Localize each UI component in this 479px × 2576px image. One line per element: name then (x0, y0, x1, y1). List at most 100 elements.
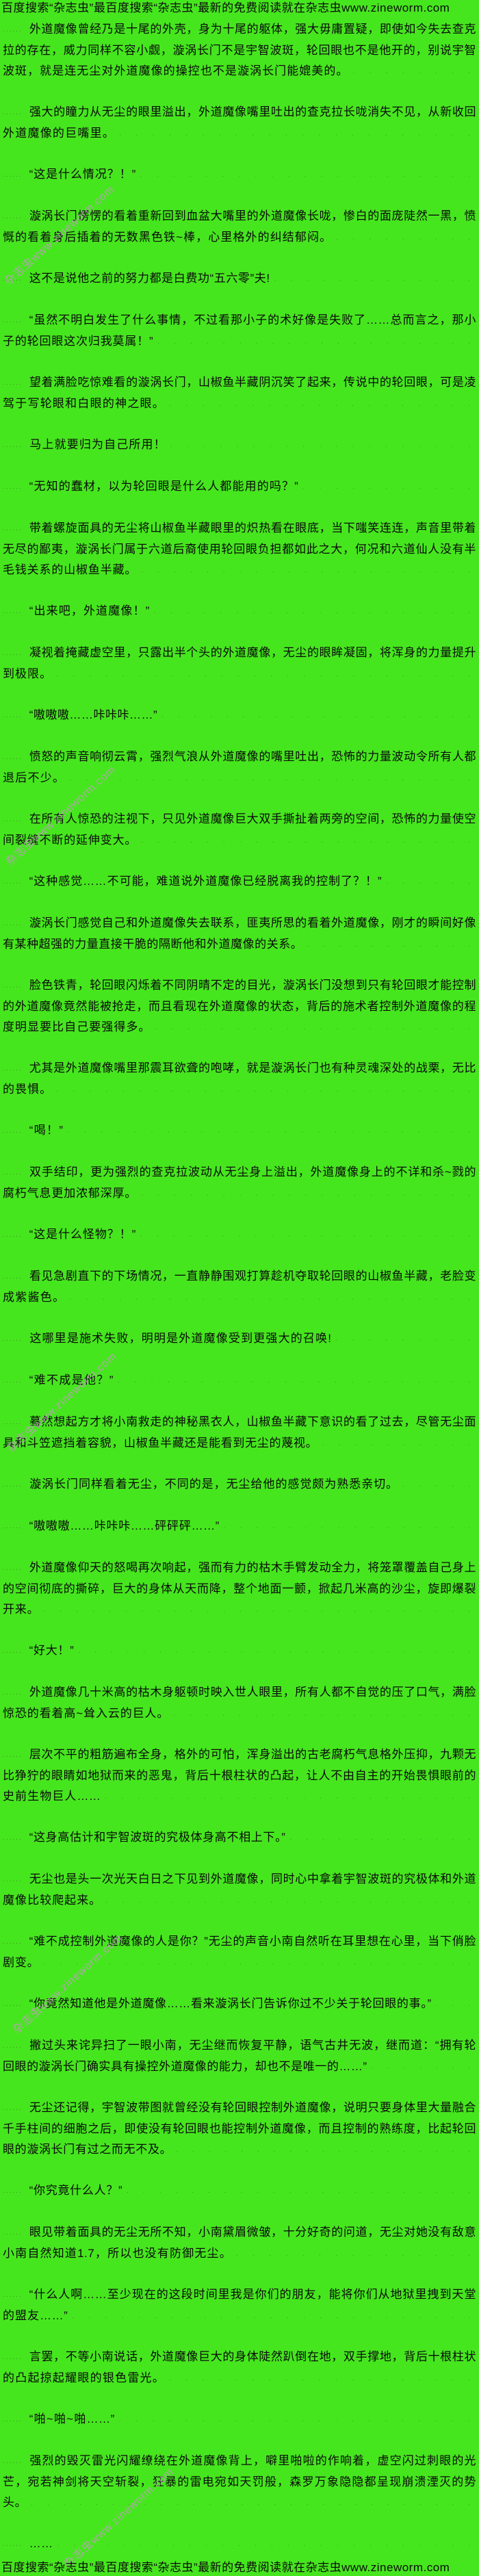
paragraph: ...... 外道魔像几十米高的枯木身躯顿时映入世人眼里，所有人都不自觉的压了口气… (3, 1682, 476, 1724)
dot-leader-decoration: . . . . . . . . . . . . . . . . . . . . … (157, 338, 476, 346)
dot-leader-decoration: . . . . . . . . . . . . . . . . . . . . … (274, 275, 476, 283)
paragraph-text: 撇过头来诧异扫了一眼小南，无尘继而恢复平静，语气古井无波，继而道：“拥有轮回眼的… (3, 2039, 476, 2073)
dot-leader-decoration: . . . . . . . . . . . . . . . . . . . . … (56, 1086, 476, 1094)
dot-leader-decoration: . . . . . . . . . . . . . . . . . . . . … (105, 1897, 476, 1905)
dot-leader-decoration: . . . . . . . . . . . . . . . . . . . . … (161, 712, 476, 719)
paragraph: ...... “虽然不明白发生了什么事情，不过看那小子的术好像是失败了……总而言之… (3, 310, 476, 352)
dot-leader-decoration: . . . . . . . . . . . . . . . . . . . . … (43, 1606, 476, 1614)
pre-dots-decoration: ...... (3, 1523, 23, 1530)
paragraph-text: 强烈的毁灭雷光闪耀缭绕在外道魔像背上，噼里啪啦的作响着，虚空闪过刺眼的光芒，宛若… (3, 2454, 476, 2509)
dot-leader-decoration: . . . . . . . . . . . . . . . . . . . . … (118, 2416, 476, 2423)
paragraph: ...... 尤其是外道魔像嘴里那震耳欲聋的咆哮，就是漩涡长门也有种灵魂深处的战栗… (3, 1058, 476, 1100)
paragraph: ...... 凝视着掩藏虚空里，只露出半个头的外道魔像，无尘的眼眸凝固，将浑身的力… (3, 643, 476, 684)
dot-leader-decoration: . . . . . . . . . . . . . . . . . . . . … (140, 1231, 476, 1239)
dot-leader-decoration: . . . . . . . . . . . . . . . . . . . . … (141, 567, 476, 574)
paragraph-text: …… (29, 2537, 53, 2550)
dot-leader-decoration: . . . . . . . . . . . . . . . . . . . . … (435, 2000, 476, 2008)
footer-promo-text: 百度搜索“杂志虫”最百度搜索“杂志虫”最新的免费阅读就在杂志虫www.zinew… (1, 2561, 450, 2574)
paragraph: ...... “这身高估计和宇智波斑的究极体身高不相上下。”. . . . . .… (3, 1827, 476, 1849)
dot-leader-decoration: . . . . . . . . . . . . . . . . . . . . … (302, 483, 476, 491)
paragraph: ...... 漩涡长门感觉自己和外道魔像失去联系，匪夷所思的看着外道魔像，刚才的瞬… (3, 913, 476, 955)
paragraph-text: “嗷嗷嗷……咔咔咔……砰砰砰……” (29, 1519, 220, 1532)
pre-dots-decoration: ...... (3, 171, 23, 179)
paragraph-text: 这哪里是施术失败，明明是外道魔像受到更强大的召唤! (29, 1332, 332, 1345)
paragraph: ...... 愤怒的声音响彻云霄，强烈气浪从外道魔像的嘴里吐出，恐怖的力量波动令所… (3, 747, 476, 788)
pre-dots-decoration: ...... (3, 26, 23, 34)
paragraph-text: 漩涡长门同样看着无尘，不同的是，无尘给他的感觉颇为熟悉亲切。 (29, 1478, 399, 1491)
pre-dots-decoration: ...... (3, 1751, 23, 1759)
paragraph-text: 外道魔像几十米高的枯木身躯顿时映入世人眼里，所有人都不自觉的压了口气，满脸惊恐的… (3, 1686, 476, 1720)
pre-dots-decoration: ...... (3, 109, 23, 116)
dot-leader-decoration: . . . . . . . . . . . . . . . . . . . . … (173, 1710, 476, 1718)
paragraph: ...... 强烈的毁灭雷光闪耀缭绕在外道魔像背上，噼里啪啦的作响着，虚空闪过刺眼… (3, 2451, 476, 2513)
paragraph-text: “这是什么情况？！” (29, 168, 136, 181)
paragraph: ...... 强大的瞳力从无尘的眼里溢出，外道魔像嘴里吐出的查克拉长咙消失不见，从… (3, 102, 476, 144)
paragraph: ...... 望着满脸吃惊难看的漩涡长门，山椒鱼半藏阴沉笑了起来，传说中的轮回眼，… (3, 372, 476, 414)
paragraph: ...... …… . . . . . . . . . . . . . . . . … (3, 2534, 476, 2555)
pre-dots-decoration: ...... (3, 213, 23, 220)
paragraph-text: “你竟然知道他是外道魔像……看来漩涡长门告诉你过不少关于轮回眼的事。” (29, 1997, 432, 2010)
dot-leader-decoration: . . . . . . . . . . . . . . . . . . . . … (31, 2499, 476, 2507)
paragraph: ...... 外道魔像仰天的怒喝再次响起，强而有力的枯木手臂发动全力，将笼罩覆盖自… (3, 1558, 476, 1620)
paragraph: ...... 外道魔像曾经乃是十尾的外壳，身为十尾的躯体，强大毋庸置疑，即使如今失… (3, 19, 476, 81)
paragraph-text: “难不成控制外道魔像的人是你？”无尘的声音小南自然听在耳里想在心里，当下俏脸剧变… (3, 1935, 476, 1969)
paragraph-text: 层次不平的粗筋遍布全身，格外的可怕，浑身溢出的古老腐朽气息格外压抑，九颗无比狰狞… (3, 1748, 476, 1803)
dot-leader-decoration: . . . . . . . . . . . . . . . . . . . . … (69, 775, 476, 782)
paragraph: ...... 漩涡长门同样看着无尘，不同的是，无尘给他的感觉颇为熟悉亲切。. . … (3, 1474, 476, 1495)
dot-leader-decoration: . . . . . . . . . . . . . . . . . . . . … (141, 1190, 476, 1198)
paragraph-text: “嗷嗷嗷……咔咔咔……” (29, 708, 158, 721)
paragraph: ...... 撇过头来诧异扫了一眼小南，无尘继而恢复平静，语气古井无波，继而道：“… (3, 2035, 476, 2077)
dot-leader-decoration: . . . . . . . . . . . . . . . . . . . . … (56, 671, 476, 678)
paragraph-text: “啪~啪~啪……” (29, 2412, 115, 2425)
paragraph: ...... “这是什么怪物？！” . . . . . . . . . . . . … (3, 1224, 476, 1246)
dot-leader-decoration: . . . . . . . . . . . . . . . . . . . . … (352, 68, 476, 75)
dot-leader-decoration: . . . . . . . . . . . . . . . . . . . . … (402, 1481, 476, 1489)
paragraph: ...... 漩涡长门愣愣的看着重新回到血盆大嘴里的外道魔像长咙，惨白的面庞陡然一… (3, 206, 476, 248)
paragraph: ...... 这不是说他之前的努力都是白费功“五六零”夫! . . . . . . … (3, 268, 476, 289)
paragraph: ...... “啪~啪~啪……”. . . . . . . . . . . . .… (3, 2409, 476, 2430)
dot-leader-decoration: . . . . . . . . . . . . . . . . . . . . … (176, 2146, 476, 2154)
paragraph-text: “什么人啊……至少现在的这段时间里我是你们的朋友，能将你们从地狱里拽到天堂的盟友… (3, 2288, 476, 2322)
paragraph: ...... 看见急剧直下的下场情况，一直静静围观打算趁机夺取轮回眼的山椒鱼半藏，… (3, 1266, 476, 1308)
paragraph: ...... 双手结印，更为强烈的查克拉波动从无尘身上溢出，外道魔像身上的不详和杀… (3, 1162, 476, 1204)
paragraph-text: 带着螺旋面具的无尘将山椒鱼半藏眼里的炽热看在眼底，当下嗤笑连连，声音里带着无尽的… (3, 521, 476, 576)
dot-leader-decoration: . . . . . . . . . . . . . . . . . . . . … (235, 2250, 476, 2258)
pre-dots-decoration: ...... (3, 1834, 23, 1842)
pre-dots-decoration: ...... (3, 1335, 23, 1343)
paragraph-text: “这身高估计和宇智波斑的究极体身高不相上下。” (29, 1831, 286, 1844)
paragraph-text: 外道魔像曾经乃是十尾的外壳，身为十尾的躯体，强大毋庸置疑，即使如今失去查克拉的存… (3, 23, 476, 77)
paragraph-text: 眼见带着面具的无尘无所不知，小南黛眉微皱，十分好奇的问道，无尘对她没有敌意小南自… (3, 2226, 476, 2260)
pre-dots-decoration: ...... (3, 2000, 23, 2008)
pre-dots-decoration: ...... (3, 1273, 23, 1280)
pre-dots-decoration: ...... (3, 1647, 23, 1655)
paragraph-text: “无知的蠢材，以为轮回眼是什么人都能用的吗？” (29, 480, 299, 493)
pre-dots-decoration: ...... (3, 275, 23, 283)
pre-dots-decoration: ...... (3, 1169, 23, 1176)
pre-dots-decoration: ...... (3, 608, 23, 615)
paragraph: ...... 马上就要归为自己所用！ . . . . . . . . . . . .… (3, 435, 476, 456)
paragraph-text: 凝视着掩藏虚空里，只露出半个头的外道魔像，无尘的眼眸凝固，将浑身的力量提升到极限… (3, 646, 476, 680)
pre-dots-decoration: ...... (3, 441, 23, 449)
pre-dots-decoration: ...... (3, 379, 23, 387)
paragraph-text: 无尘还记得，宇智波带图就曾经没有轮回眼控制外道魔像，说明只要身体里大量融合千手柱… (3, 2101, 476, 2156)
dot-leader-decoration: . . . . . . . . . . . . . . . . . . . . … (322, 1440, 476, 1447)
dot-leader-decoration: . . . . . . . . . . . . . . . . . . . . … (336, 234, 476, 242)
dot-leader-decoration: . . . . . . . . . . . . . . . . . . . . … (289, 1834, 476, 1842)
pre-dots-decoration: ...... (3, 1419, 23, 1426)
paragraph: ...... “喝！”. . . . . . . . . . . . . . . … (3, 1120, 476, 1142)
pre-dots-decoration: ...... (3, 2042, 23, 2050)
paragraph-text: 强大的瞳力从无尘的眼里溢出，外道魔像嘴里吐出的查克拉长咙消失不见，从新收回外道魔… (3, 105, 476, 140)
pre-dots-decoration: ...... (3, 2540, 23, 2548)
paragraph: ...... “无知的蠢材，以为轮回眼是什么人都能用的吗？”. . . . . .… (3, 476, 476, 498)
pre-dots-decoration: ...... (3, 1876, 23, 1883)
paragraph-text: 言罢，不等小南说话，外道魔像巨大的身体陡然趴倒在地，双手撑地，背后十根柱状的凸起… (3, 2350, 476, 2384)
paragraph: ...... “难不成控制外道魔像的人是你？”无尘的声音小南自然听在耳里想在心里，… (3, 1931, 476, 1973)
dot-leader-decoration: . . . . . . . . . . . . . . . . . . . . … (140, 171, 476, 179)
pre-dots-decoration: ...... (3, 1481, 23, 1489)
paragraph-text: 在所有人惊恐的注视下，只见外道魔像巨大双手撕扯着两旁的空间，恐怖的力量使空间裂缝… (3, 812, 476, 847)
dot-leader-decoration: . . . . . . . . . . . . . . . . . . . . … (153, 608, 476, 615)
dot-leader-decoration: . . . . . . . . . . . . . . . . . . . . … (386, 878, 476, 886)
pre-dots-decoration: ...... (3, 2187, 23, 2195)
paragraph: ...... 带着螺旋面具的无尘将山椒鱼半藏眼里的炽热看在眼底，当下嗤笑连连，声音… (3, 518, 476, 580)
pre-dots-decoration: ...... (3, 649, 23, 657)
